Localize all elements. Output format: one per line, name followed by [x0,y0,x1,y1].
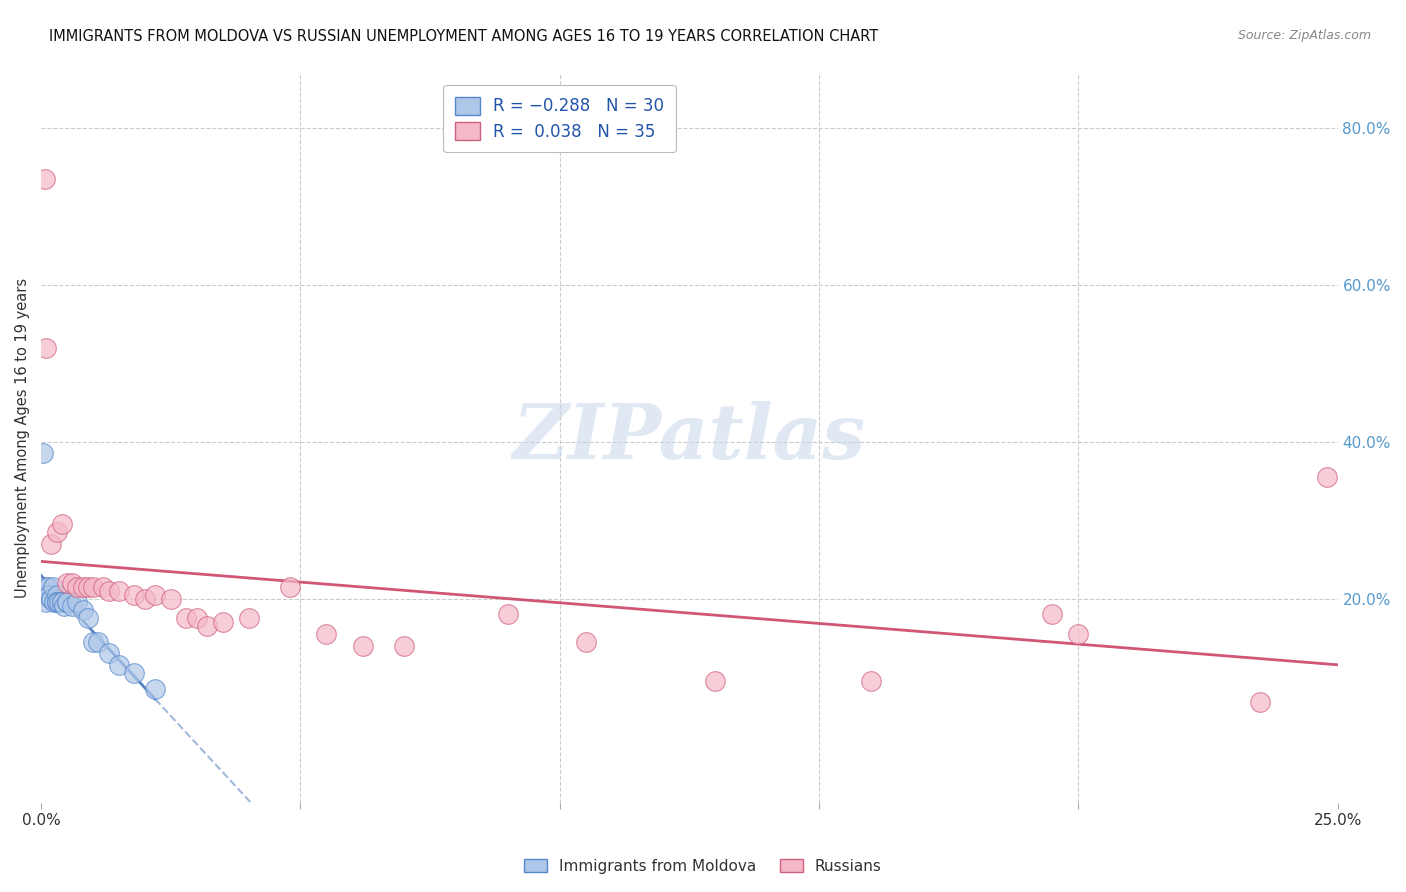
Point [352,639,374,653]
Legend: R = −0.288   N = 30, R =  0.038   N = 35: R = −0.288 N = 30, R = 0.038 N = 35 [443,85,676,153]
Point [76,580,98,594]
Point [108,583,131,598]
Point [143,588,166,602]
Text: Source: ZipAtlas.com: Source: ZipAtlas.com [1237,29,1371,42]
Point [32,446,55,460]
Point [87,634,110,648]
Point [315,627,337,641]
Point [93,580,115,594]
Point [41,580,63,594]
Point [82,634,104,648]
Point [1316,470,1339,484]
Point [1249,695,1271,709]
Text: ZIPatlas: ZIPatlas [513,401,866,475]
Point [66,580,89,594]
Text: IMMIGRANTS FROM MOLDOVA VS RUSSIAN UNEMPLOYMENT AMONG AGES 16 TO 19 YEARS CORREL: IMMIGRANTS FROM MOLDOVA VS RUSSIAN UNEMP… [49,29,879,44]
Point [48,595,70,609]
Point [704,673,727,688]
Point [56,595,79,609]
Point [1067,627,1090,641]
Point [35,580,58,594]
Point [97,583,120,598]
Point [1042,607,1064,622]
Point [32,588,55,602]
Point [72,580,94,594]
Point [51,595,73,609]
Point [42,595,65,609]
Point [45,588,67,602]
Point [41,536,63,550]
Point [35,595,58,609]
Point [176,611,198,625]
Point [41,591,63,606]
Point [72,603,94,617]
Point [53,599,76,614]
Point [66,595,89,609]
Point [195,619,218,633]
Point [34,172,56,186]
Point [238,611,260,625]
Point [51,516,73,531]
Point [186,611,208,625]
Legend: Immigrants from Moldova, Russians: Immigrants from Moldova, Russians [519,853,887,880]
Point [45,595,67,609]
Point [159,591,181,606]
Y-axis label: Unemployment Among Ages 16 to 19 years: Unemployment Among Ages 16 to 19 years [15,277,30,598]
Point [45,524,67,539]
Point [134,591,156,606]
Point [37,580,59,594]
Point [56,575,79,590]
Point [108,658,131,673]
Point [56,595,79,609]
Point [45,595,67,609]
Point [575,634,598,648]
Point [124,588,146,602]
Point [278,580,301,594]
Point [76,611,98,625]
Point [496,607,519,622]
Point [124,666,146,681]
Point [82,580,104,594]
Point [60,575,83,590]
Point [35,341,58,355]
Point [38,588,60,602]
Point [392,639,415,653]
Point [60,599,83,614]
Point [143,681,166,696]
Point [859,673,882,688]
Point [41,591,63,606]
Point [97,647,120,661]
Point [51,595,73,609]
Point [38,588,60,602]
Point [211,615,233,629]
